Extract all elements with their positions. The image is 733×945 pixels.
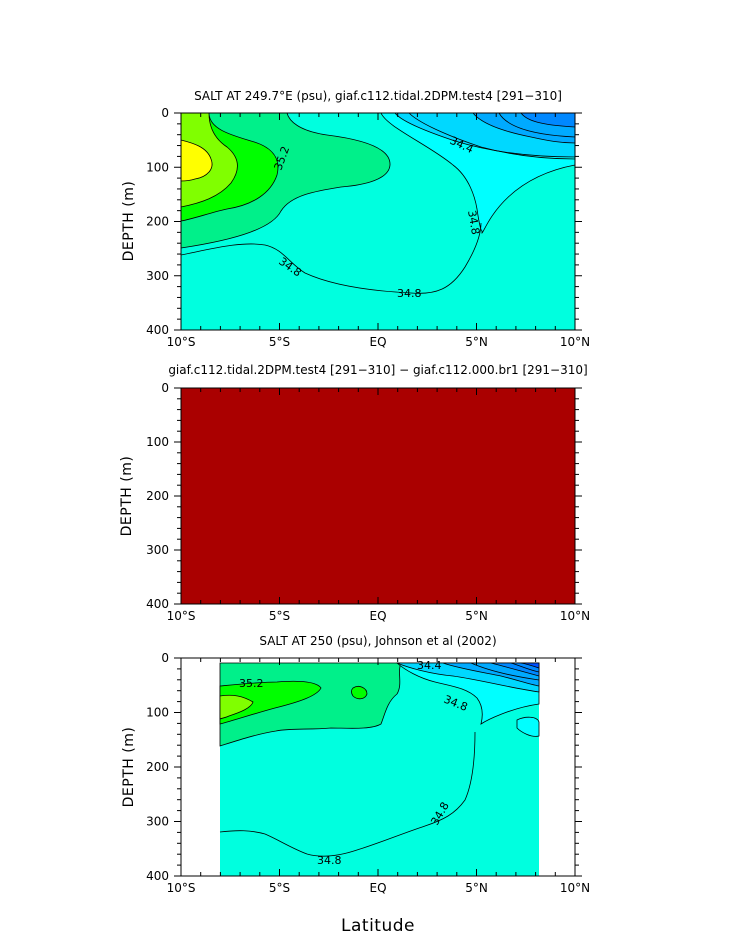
p3-contour-label-35-2: 35.2 <box>239 677 264 690</box>
y-tick-label: 100 <box>146 435 169 449</box>
x-tick-label: EQ <box>369 609 386 623</box>
panel-1-title: SALT AT 249.7°E (psu), giaf.c112.tidal.2… <box>194 89 562 103</box>
x-tick-label: EQ <box>369 881 386 895</box>
p3-contour-34-3 <box>470 662 540 681</box>
y-tick-label: 200 <box>146 760 169 774</box>
x-tick-label: 5°S <box>269 335 290 349</box>
panel-3: SALT AT 250 (psu), Johnson et al (2002) … <box>146 634 590 895</box>
panel-3-title: SALT AT 250 (psu), Johnson et al (2002) <box>259 634 496 648</box>
p3-contour-34-8-deep <box>219 731 476 857</box>
p1-contour-label-34-8-a: 34.8 <box>465 209 482 235</box>
x-tick-label: EQ <box>369 335 386 349</box>
x-tick-label: 10°S <box>167 335 196 349</box>
x-tick-label: 10°N <box>560 881 590 895</box>
panel-2-difference-field <box>181 388 575 604</box>
x-tick-label: 5°N <box>465 881 488 895</box>
p1-contour-34-6 <box>408 112 576 160</box>
y-tick-label: 400 <box>146 597 169 611</box>
panel-2-ylabel: DEPTH (m) <box>119 456 135 537</box>
y-tick-label: 200 <box>146 215 169 229</box>
x-tick-label: 10°S <box>167 609 196 623</box>
p3-patch-north <box>516 716 540 737</box>
p3-contour-label-34-4: 34.4 <box>417 659 442 672</box>
panel-2-title: giaf.c112.tidal.2DPM.test4 [291−310] − g… <box>168 363 587 377</box>
p3-contour-34-1 <box>510 662 540 673</box>
x-tick-label: 5°S <box>269 609 290 623</box>
y-tick-label: 0 <box>161 106 169 120</box>
panel-2: giaf.c112.tidal.2DPM.test4 [291−310] − g… <box>146 363 590 623</box>
x-tick-label: 5°S <box>269 881 290 895</box>
y-tick-label: 100 <box>146 160 169 174</box>
p3-band-35-2 <box>219 680 322 725</box>
x-tick-label: 10°S <box>167 881 196 895</box>
y-tick-label: 300 <box>146 543 169 557</box>
p3-band-34-0 <box>490 662 540 677</box>
p3-band-33-6 <box>520 662 540 669</box>
y-tick-label: 400 <box>146 323 169 337</box>
panel-3-plot-area: 35.2 34.4 34.8 34.8 34.8 10°S 5°S EQ 5°N 10°… <box>146 651 590 895</box>
p1-band-35-6 <box>180 139 213 182</box>
y-tick-label: 300 <box>146 269 169 283</box>
y-tick-label: 400 <box>146 869 169 883</box>
y-tick-label: 100 <box>146 706 169 720</box>
y-tick-label: 0 <box>161 651 169 665</box>
y-tick-label: 300 <box>146 815 169 829</box>
p3-patch-35-2 <box>351 686 368 700</box>
p1-contour-34-2 <box>498 112 576 138</box>
panel-1: SALT AT 249.7°E (psu), giaf.c112.tidal.2… <box>146 89 590 349</box>
p1-contour-34-8-deep <box>180 222 482 294</box>
x-tick-label: 5°N <box>465 609 488 623</box>
x-tick-label: 5°N <box>465 335 488 349</box>
panel-1-plot-area: 35.2 34.4 34.8 34.8 34.8 10°S 5°S EQ 5°N 10°… <box>146 106 590 349</box>
panel-2-plot-area: 10°S 5°S EQ 5°N 10°N 0 100 200 300 400 <box>146 381 590 623</box>
x-tick-label: 10°N <box>560 335 590 349</box>
p3-band-35-4 <box>219 694 254 720</box>
x-tick-label: 10°N <box>560 609 590 623</box>
y-tick-label: 200 <box>146 489 169 503</box>
y-tick-label: 0 <box>161 381 169 395</box>
p3-contour-label-34-8-c: 34.8 <box>317 854 342 867</box>
panel-1-ylabel: DEPTH (m) <box>121 181 137 262</box>
panel-3-ylabel: DEPTH (m) <box>121 727 137 808</box>
x-axis-label: Latitude <box>341 916 415 936</box>
p1-contour-label-34-8-c: 34.8 <box>397 287 422 300</box>
